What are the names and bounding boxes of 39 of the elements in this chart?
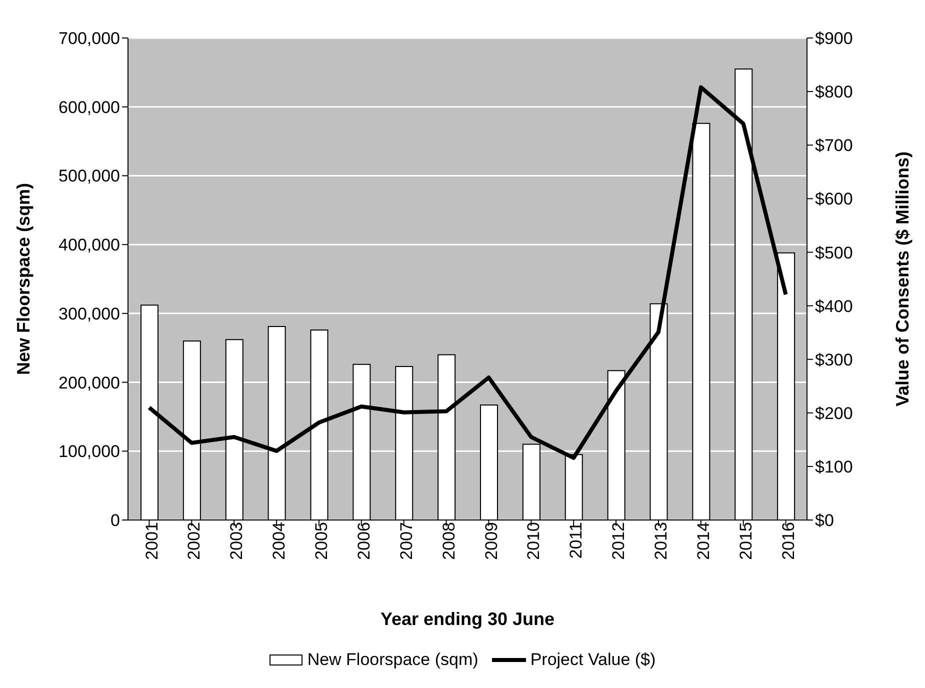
x-tick-label: 2002 [184,522,204,560]
x-tick-label: 2016 [778,522,798,560]
x-tick-label: 2015 [736,522,756,560]
y-tick-label: 300,000 [58,304,120,324]
x-tick-label: 2005 [312,522,332,560]
x-tick-label: 2014 [694,522,713,560]
y-tick-label: 500,000 [58,166,120,186]
x-tick-label: 2010 [524,522,544,560]
x-tick-label: 2007 [396,522,416,560]
y-tick-label: 200,000 [58,373,120,392]
y-tick-label: 700,000 [58,29,120,48]
y2-tick-label: $300 [815,350,853,370]
x-tick-label: 2006 [354,522,374,560]
y-tick-label: 400,000 [58,236,120,255]
y-axis-title: New Floorspace (sqm) [13,182,34,376]
y2-tick-label: $500 [815,243,853,262]
x-tick-label: 2013 [652,522,671,560]
y-tick-label: 100,000 [58,442,120,462]
x-tick-label: 2009 [482,522,501,560]
x-tick-label: 2008 [439,522,458,560]
legend-label: New Floorspace (sqm) [307,650,478,670]
y-tick-label: 600,000 [58,98,120,117]
x-axis-title: Year ending 30 June [380,609,555,629]
y2-axis-title: Value of Consents ($ Millions) [892,151,912,407]
y2-tick-label: $0 [815,511,834,530]
y2-tick-label: $400 [815,296,853,316]
x-tick-label: 2004 [270,522,289,560]
x-tick-label: 2011 [566,522,586,559]
y2-tick-label: $200 [815,404,853,423]
y2-tick-label: $600 [815,190,853,209]
y2-tick-label: $900 [815,29,853,48]
x-tick-label: 2003 [227,522,246,560]
y-tick-label: 0 [110,511,120,530]
legend-label: Project Value ($) [530,650,656,670]
y2-tick-label: $800 [815,82,853,102]
y2-tick-label: $700 [815,136,853,156]
x-tick-label: 2001 [142,522,162,560]
x-tick-label: 2012 [609,522,628,560]
y2-tick-label: $100 [815,457,853,476]
